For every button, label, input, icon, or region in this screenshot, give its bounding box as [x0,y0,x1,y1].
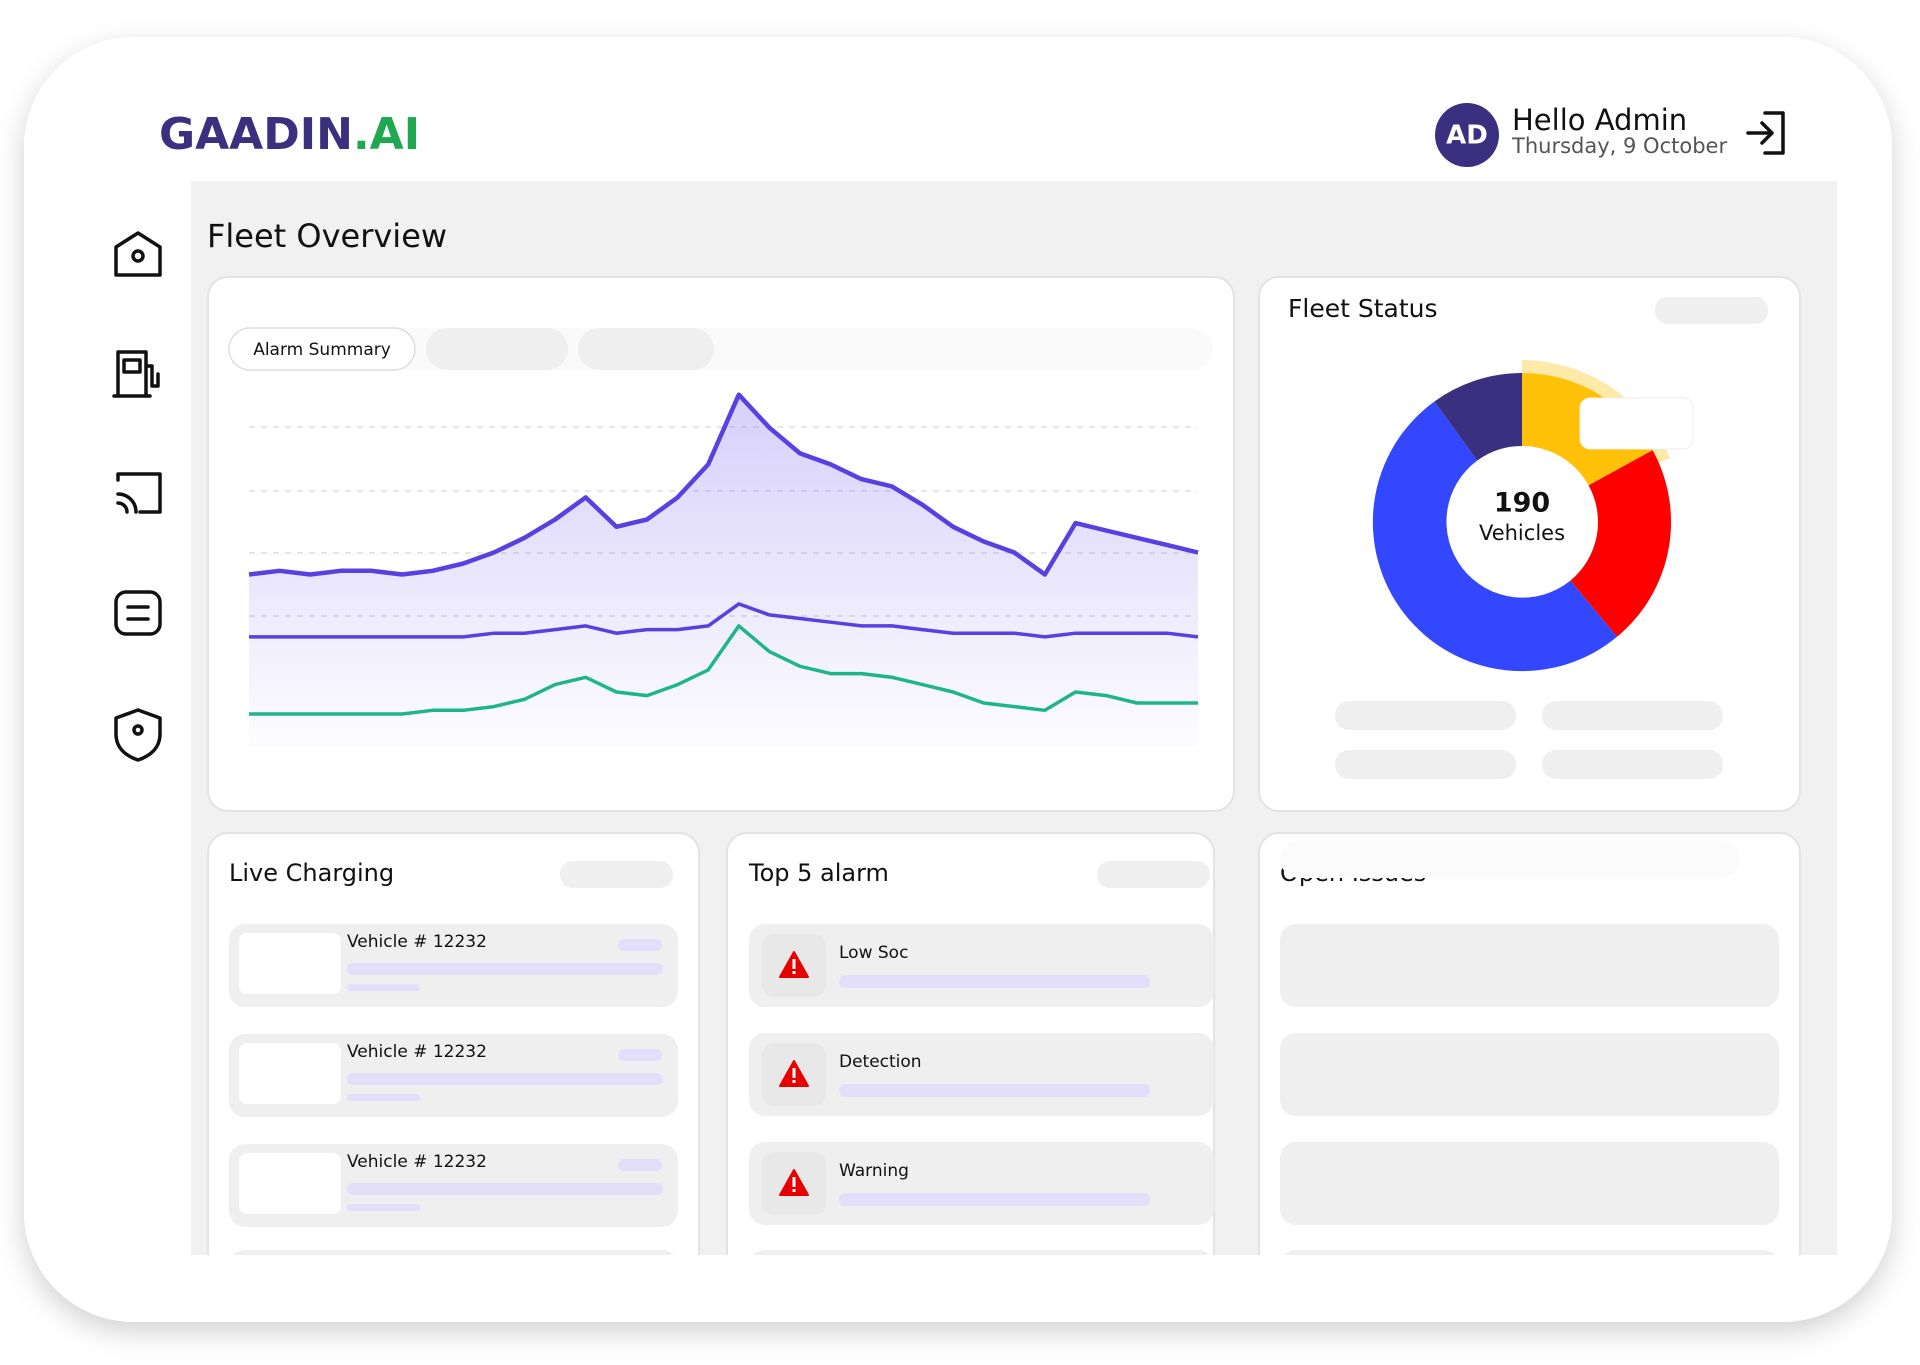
bar-placeholder [347,1094,420,1101]
alarm-label: Detection [839,1052,922,1072]
vehicle-label: Vehicle # 12232 [347,932,487,952]
shield-icon[interactable] [114,708,162,762]
placeholder [1335,750,1516,779]
alarm-label: Low Soc [839,943,908,963]
home-icon[interactable] [114,231,162,277]
fuel-icon[interactable] [112,350,160,398]
warning-dot [792,1189,796,1192]
page-title: Fleet Overview [207,217,447,255]
home-dot [131,249,145,263]
vehicle-label: Vehicle # 12232 [347,1042,487,1062]
warning-mark [792,1068,796,1078]
logo-main: GAADIN [159,109,353,160]
row [753,1250,1210,1255]
warning-dot [792,971,796,974]
line [249,602,1199,639]
bar-placeholder [347,1183,663,1195]
shield-dot [132,724,144,736]
thumbnail [239,1153,341,1214]
center-label: Vehicles [1479,521,1565,545]
tooltip [1579,397,1694,450]
alarm-chart [248,392,1199,747]
placeholder [560,861,673,888]
bottom-cards: Live Charging Top 5 alarm Open Issues Ve… [207,832,1801,1333]
tab[interactable] [228,327,416,371]
logo-suffix: .AI [353,109,420,160]
thumbnail [239,933,341,994]
placeholder [1097,861,1210,888]
tab-placeholder[interactable] [426,328,568,370]
card-title: Fleet Status [1288,294,1438,323]
donut-segment [1570,450,1672,637]
tab-label: Alarm Summary [253,340,391,360]
card-title: Live Charging [229,859,394,887]
avatar[interactable] [1435,103,1499,167]
greeting: Hello Admin [1512,103,1687,137]
cast-icon[interactable] [116,472,162,514]
badge-placeholder [618,1159,662,1171]
badge-placeholder [618,939,662,951]
placeholder [1542,750,1723,779]
donut-segment [1434,373,1522,461]
bar-placeholder [839,1193,1150,1206]
bar-placeholder [347,984,420,991]
badge-placeholder [618,1049,662,1061]
bar-placeholder [347,1204,420,1211]
logout-icon[interactable] [1746,111,1785,155]
alarm-label: Warning [839,1161,909,1181]
bar-placeholder [839,1084,1150,1097]
card-title: Top 5 alarm [748,859,889,887]
bar-placeholder [347,963,663,975]
issue-row[interactable] [1280,1142,1779,1225]
placeholder [1655,297,1768,324]
donut-segment [1372,401,1617,672]
placeholder [1542,701,1723,730]
placeholder [1335,701,1516,730]
issue-row[interactable] [1280,1250,1779,1333]
avatar-initials: AD [1446,121,1488,151]
placeholder [1280,840,1740,878]
line [248,392,1199,577]
thumbnail [239,1043,341,1104]
bar-placeholder [347,1073,663,1085]
sidebar [112,231,162,762]
list-lines [126,605,150,621]
legend-placeholders [1335,701,1723,779]
warning-dot [792,1080,796,1083]
warning-mark [792,1177,796,1187]
date: Thursday, 9 October [1511,134,1727,158]
issue-row[interactable] [1280,924,1779,1007]
bar-placeholder [839,975,1150,988]
tab-placeholder[interactable] [578,328,714,370]
list-icon[interactable] [114,590,162,636]
center-value: 190 [1494,488,1550,519]
issue-row[interactable] [1280,1033,1779,1116]
logo: GAADIN.AI [159,109,420,160]
line [249,624,1198,716]
warning-mark [792,959,796,969]
row [233,1250,674,1255]
vehicle-label: Vehicle # 12232 [347,1152,487,1172]
area [249,394,1198,747]
